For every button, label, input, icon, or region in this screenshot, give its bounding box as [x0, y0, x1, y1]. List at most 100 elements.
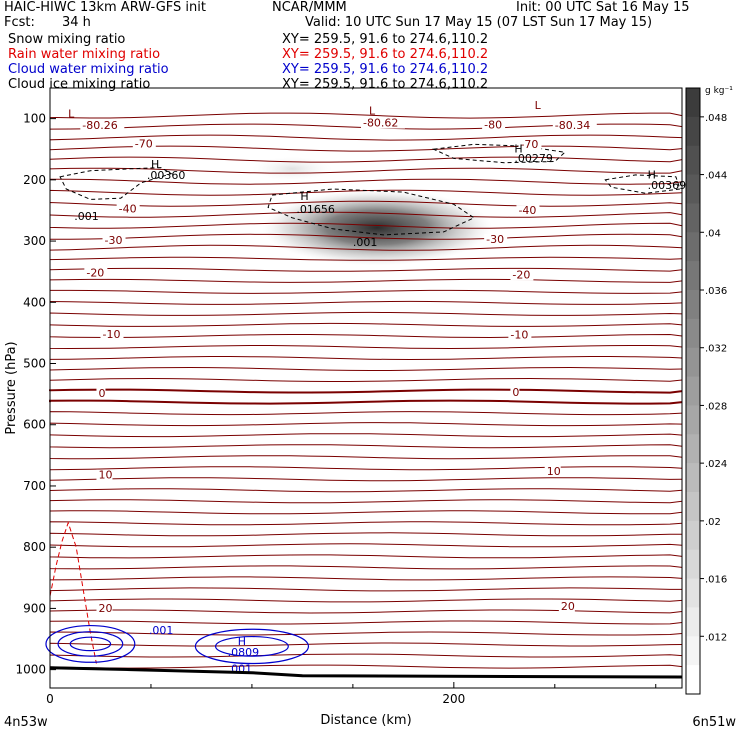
temperature-contour-line	[49, 653, 683, 658]
extrema-label: .00360	[147, 169, 186, 182]
temperature-contour-line	[49, 521, 683, 526]
temperature-contour-line	[49, 422, 683, 427]
section-start-label: 4n53w	[4, 715, 48, 730]
extrema-label: L	[535, 99, 542, 112]
model-title: HAIC-HIWC 13km ARW-GFS init	[4, 0, 206, 15]
temperature-contour-line	[49, 233, 683, 240]
colorbar-band	[686, 88, 700, 118]
contour-label-bg	[510, 269, 534, 281]
cloud-water-contours	[45, 624, 310, 665]
temperature-contour-line	[49, 411, 683, 416]
colorbar-tick-label: .028	[705, 401, 727, 412]
temperature-contour-line	[49, 211, 683, 218]
colorbar-band	[686, 174, 700, 204]
temperature-label: -80.62	[363, 117, 398, 130]
temperature-contour-line	[49, 455, 683, 460]
temperature-contour-line	[49, 388, 683, 394]
temperature-label: 20	[561, 600, 575, 613]
temperature-contour-line	[49, 466, 683, 471]
contour-label-bg	[558, 601, 575, 613]
temperature-contour-line	[49, 366, 683, 371]
colorbar-tick-label: .04	[705, 228, 721, 239]
temperature-label: -70	[520, 138, 538, 151]
temperature-label: 10	[98, 469, 112, 482]
extrema-label: .001	[353, 236, 378, 249]
temperature-label: -30	[105, 234, 123, 247]
extrema-label: .001	[74, 210, 99, 223]
extrema-label: .00369	[648, 179, 687, 192]
temperature-contour-line	[49, 345, 683, 350]
colorbar-band	[686, 607, 700, 637]
temperature-contour-line	[49, 311, 683, 316]
temperature-contour-line	[49, 477, 683, 482]
temperature-label: -10	[510, 328, 528, 341]
extrema-label: H	[151, 158, 159, 171]
temperature-contour-line	[49, 620, 683, 625]
temperature-contours	[49, 112, 683, 669]
snow-weak-shading	[252, 156, 333, 181]
temperature-label: -80	[484, 118, 502, 131]
contour-label-bg	[116, 203, 140, 215]
contour-label-bg	[102, 235, 126, 247]
terrain-line	[49, 666, 683, 679]
temperature-contour-line	[49, 576, 683, 581]
y-tick-label: 400	[23, 295, 46, 309]
y-tick-label: 900	[23, 601, 46, 615]
y-tick-label: 100	[23, 112, 46, 126]
field-cloudwater-name: Cloud water mixing ratio	[8, 62, 169, 77]
contour-label-bg	[100, 328, 124, 340]
cloud-ice-contour	[604, 174, 681, 194]
extrema-label: L	[68, 107, 75, 120]
temperature-label: 10	[547, 465, 561, 478]
y-tick-label: 500	[23, 357, 46, 371]
cloud-ice-contour	[431, 143, 567, 164]
temperature-contour-line	[49, 488, 683, 493]
temperature-label: -20	[512, 268, 530, 281]
temperature-contour-line	[49, 134, 683, 141]
contour-label-bg	[518, 139, 542, 150]
temperature-contour-line	[49, 278, 683, 283]
colorbar-band	[686, 203, 700, 233]
temperature-contour-line	[49, 510, 683, 515]
temperature-label: -20	[86, 267, 104, 280]
temperature-contour-line	[49, 112, 683, 119]
temperature-label: 20	[98, 602, 112, 615]
temperature-contour-line	[49, 244, 683, 251]
cloud-water-contour	[214, 635, 289, 657]
contour-label-bg	[96, 388, 106, 400]
snow-max-shading	[262, 189, 493, 266]
temperature-label: -40	[518, 204, 536, 217]
valid-time: Valid: 10 UTC Sun 17 May 15 (07 LST Sun …	[305, 15, 653, 30]
colorbar-tick-label: .048	[705, 113, 727, 124]
forecast-hours: 34 h	[62, 15, 91, 30]
extrema-label: .01656	[296, 203, 335, 216]
temperature-contour-line	[49, 289, 683, 294]
temperature-contour-line	[49, 565, 683, 570]
temperature-contour-line	[49, 333, 683, 339]
temperature-contour-line	[49, 156, 683, 163]
field-snow-xy: XY= 259.5, 91.6 to 274.6,110.2	[282, 32, 489, 47]
temperature-contour-line	[49, 554, 683, 559]
y-tick-label: 200	[23, 173, 46, 187]
contour-label-bg	[132, 138, 156, 150]
temperature-contour-line	[49, 631, 683, 636]
temperature-label: -30	[486, 233, 504, 246]
colorbar-band	[686, 665, 700, 695]
temperature-contour-line	[49, 178, 683, 185]
temperature-contour-line	[49, 256, 683, 261]
temperature-contour-line	[49, 377, 683, 382]
temperature-label: -70	[135, 137, 153, 150]
section-end-label: 6n51w	[692, 715, 736, 730]
colorbar-tick-label: .036	[705, 286, 727, 297]
colorbar-band	[686, 636, 700, 666]
colorbar-units: g kg⁻¹	[705, 86, 733, 96]
cloud-water-contour	[69, 636, 112, 652]
cloud-water-contour	[45, 624, 136, 663]
contour-label-bg	[510, 386, 520, 398]
y-tick-label: 800	[23, 540, 46, 554]
y-axis-label: Pressure (hPa)	[4, 341, 19, 434]
temperature-contour-line	[49, 609, 683, 614]
colorbar-frame	[685, 87, 701, 695]
y-tick-label: 700	[23, 479, 46, 493]
